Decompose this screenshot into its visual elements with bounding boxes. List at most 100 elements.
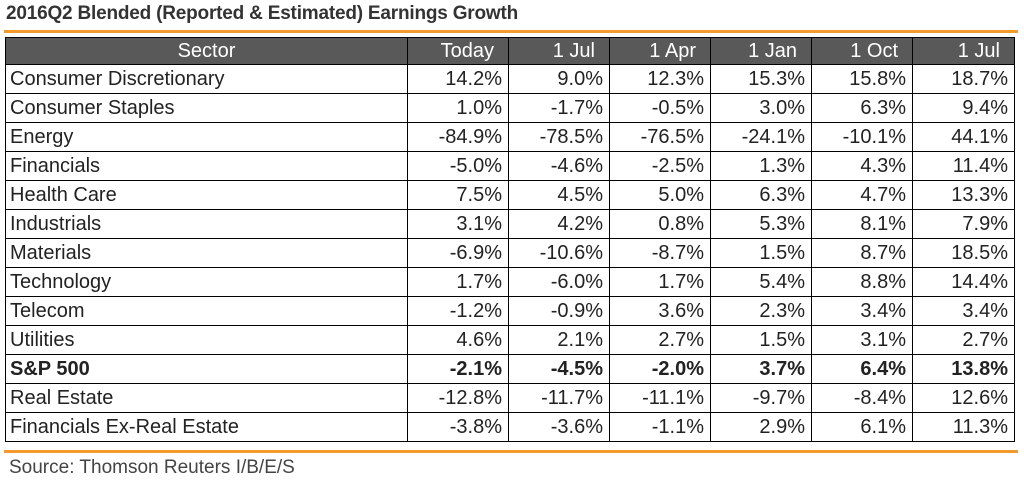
value-cell: 44.1% — [912, 122, 1015, 152]
table-row: Energy -84.9% -78.5% -76.5% -24.1% -10.1% 44.1… — [5, 122, 1015, 152]
value-cell: -6.9% — [407, 238, 509, 268]
value-cell: -8.7% — [609, 238, 711, 268]
table-row: Real Estate -12.8% -11.7% -11.1% -9.7% -8.4% 1… — [5, 383, 1015, 413]
table-row: Financials -5.0% -4.6% -2.5% 1.3% 4.3% 11.4% — [5, 151, 1015, 181]
value-cell: -9.7% — [710, 383, 812, 413]
table-row: Utilities 4.6% 2.1% 2.7% 1.5% 3.1% 2.7% — [5, 325, 1015, 355]
value-cell: -11.7% — [508, 383, 610, 413]
value-cell: 0.8% — [609, 209, 711, 239]
table-row: Consumer Staples 1.0% -1.7% -0.5% 3.0% 6.3% 9.… — [5, 93, 1015, 123]
value-cell: 3.4% — [912, 296, 1015, 326]
value-cell: -11.1% — [609, 383, 711, 413]
value-cell: -2.5% — [609, 151, 711, 181]
value-cell: 5.3% — [710, 209, 812, 239]
value-cell: 6.1% — [811, 412, 913, 442]
value-cell: -3.6% — [508, 412, 610, 442]
value-cell: 1.3% — [710, 151, 812, 181]
value-cell: 6.3% — [811, 93, 913, 123]
table-row: Telecom -1.2% -0.9% 3.6% 2.3% 3.4% 3.4% — [5, 296, 1015, 326]
value-cell: -10.6% — [508, 238, 610, 268]
header-row: Sector Today 1 Jul 1 Apr 1 Jan 1 Oct 1 Jul — [5, 37, 1015, 65]
value-cell: -24.1% — [710, 122, 812, 152]
sector-cell: Utilities — [5, 325, 408, 355]
value-cell: -2.0% — [609, 354, 711, 384]
sector-cell: Health Care — [5, 180, 408, 210]
value-cell: -78.5% — [508, 122, 610, 152]
value-cell: 18.5% — [912, 238, 1015, 268]
value-cell: -0.5% — [609, 93, 711, 123]
value-cell: 14.4% — [912, 267, 1015, 297]
value-cell: 7.9% — [912, 209, 1015, 239]
value-cell: -6.0% — [508, 267, 610, 297]
value-cell: -4.6% — [508, 151, 610, 181]
value-cell: 3.1% — [811, 325, 913, 355]
value-cell: 11.3% — [912, 412, 1015, 442]
value-cell: 2.9% — [710, 412, 812, 442]
value-cell: 3.1% — [407, 209, 509, 239]
value-cell: 4.7% — [811, 180, 913, 210]
table-body: Consumer Discretionary 14.2% 9.0% 12.3% 15.3… — [5, 64, 1015, 442]
value-cell: 4.2% — [508, 209, 610, 239]
page-title: 2016Q2 Blended (Reported & Estimated) Ea… — [6, 3, 519, 24]
value-cell: 2.1% — [508, 325, 610, 355]
value-cell: 6.3% — [710, 180, 812, 210]
value-cell: 1.7% — [609, 267, 711, 297]
value-cell: 6.4% — [811, 354, 913, 384]
value-cell: -1.2% — [407, 296, 509, 326]
sector-cell: Materials — [5, 238, 408, 268]
value-cell: -84.9% — [407, 122, 509, 152]
value-cell: -10.1% — [811, 122, 913, 152]
value-cell: -5.0% — [407, 151, 509, 181]
value-cell: 13.8% — [912, 354, 1015, 384]
value-cell: 4.5% — [508, 180, 610, 210]
column-header-date: 1 Apr — [609, 37, 711, 65]
value-cell: 15.3% — [710, 64, 812, 94]
value-cell: 4.3% — [811, 151, 913, 181]
sector-cell: Financials Ex-Real Estate — [5, 412, 408, 442]
sector-cell: Technology — [5, 267, 408, 297]
sector-cell: S&P 500 — [5, 354, 408, 384]
column-header-date: 1 Jul — [508, 37, 610, 65]
sector-cell: Telecom — [5, 296, 408, 326]
value-cell: 18.7% — [912, 64, 1015, 94]
sector-cell: Real Estate — [5, 383, 408, 413]
value-cell: 3.0% — [710, 93, 812, 123]
sector-cell: Financials — [5, 151, 408, 181]
table-row: Financials Ex-Real Estate -3.8% -3.6% -1.1%… — [5, 412, 1015, 442]
earnings-growth-table: Sector Today 1 Jul 1 Apr 1 Jan 1 Oct 1 Jul Con… — [5, 37, 1015, 442]
value-cell: 5.4% — [710, 267, 812, 297]
value-cell: 8.7% — [811, 238, 913, 268]
value-cell: 3.7% — [710, 354, 812, 384]
value-cell: 1.7% — [407, 267, 509, 297]
column-header-sector: Sector — [5, 37, 408, 65]
value-cell: 15.8% — [811, 64, 913, 94]
table-row: Technology 1.7% -6.0% 1.7% 5.4% 8.8% 14.4% — [5, 267, 1015, 297]
value-cell: 1.5% — [710, 238, 812, 268]
value-cell: 9.4% — [912, 93, 1015, 123]
value-cell: 3.4% — [811, 296, 913, 326]
value-cell: -3.8% — [407, 412, 509, 442]
value-cell: 2.7% — [912, 325, 1015, 355]
value-cell: -2.1% — [407, 354, 509, 384]
value-cell: -1.7% — [508, 93, 610, 123]
source-note: Source: Thomson Reuters I/B/E/S — [9, 457, 295, 478]
column-header-date: 1 Jul — [912, 37, 1015, 65]
value-cell: 8.1% — [811, 209, 913, 239]
value-cell: 1.5% — [710, 325, 812, 355]
sector-cell: Energy — [5, 122, 408, 152]
value-cell: -4.5% — [508, 354, 610, 384]
bottom-accent-rule — [4, 450, 1018, 453]
value-cell: 5.0% — [609, 180, 711, 210]
column-header-date: 1 Oct — [811, 37, 913, 65]
value-cell: 12.3% — [609, 64, 711, 94]
value-cell: -76.5% — [609, 122, 711, 152]
value-cell: 7.5% — [407, 180, 509, 210]
value-cell: 8.8% — [811, 267, 913, 297]
value-cell: 2.3% — [710, 296, 812, 326]
table-row: Health Care 7.5% 4.5% 5.0% 6.3% 4.7% 13.3% — [5, 180, 1015, 210]
sector-cell: Industrials — [5, 209, 408, 239]
value-cell: 2.7% — [609, 325, 711, 355]
value-cell: 14.2% — [407, 64, 509, 94]
value-cell: 9.0% — [508, 64, 610, 94]
column-header-date: Today — [407, 37, 509, 65]
